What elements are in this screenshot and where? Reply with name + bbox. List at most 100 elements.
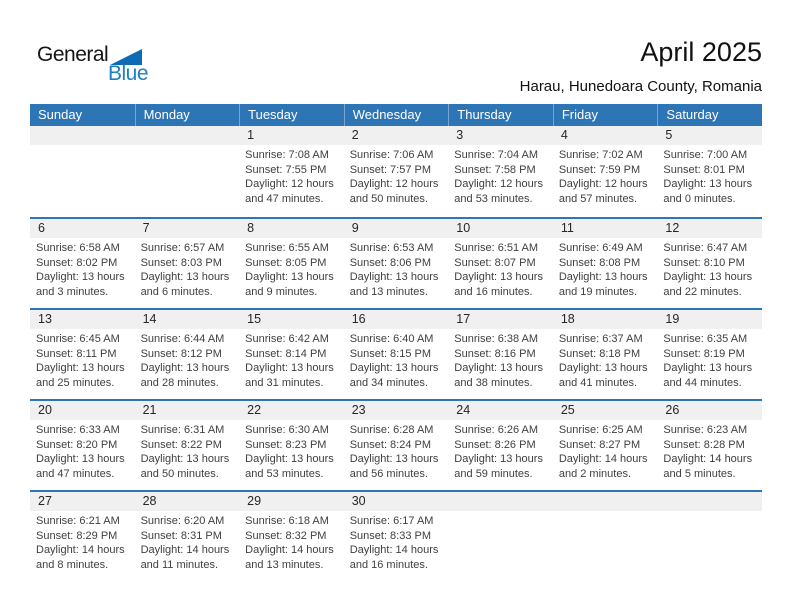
- sunrise-text: Sunrise: 6:37 AM: [558, 333, 643, 345]
- sunset-text: Sunset: 7:57 PM: [349, 163, 432, 176]
- sunset-text: Sunset: 8:26 PM: [454, 438, 536, 451]
- week-row: 13 Sunrise: 6:45 AM Sunset: 8:11 PM Dayligh…: [30, 308, 762, 399]
- sunset-text: Sunset: 8:29 PM: [36, 529, 118, 542]
- day-cell: 6 Sunrise: 6:58 AM Sunset: 8:02 PM Daylight…: [30, 219, 135, 308]
- day-cell: 11 Sunrise: 6:49 AM Sunset: 8:08 PM Dayligh…: [552, 219, 658, 308]
- sunrise-text: Sunrise: 6:20 AM: [140, 515, 225, 527]
- sunrise-text: Sunrise: 6:49 AM: [558, 242, 643, 254]
- day-details: [657, 511, 762, 514]
- daylight-text: Daylight: 13 hours: [558, 362, 648, 375]
- day-details: Sunrise: 6:44 AM Sunset: 8:12 PM Daylight:…: [135, 329, 240, 391]
- day-cell: 24 Sunrise: 6:26 AM Sunset: 8:26 PM Dayligh…: [448, 401, 553, 490]
- day-cell: [30, 126, 135, 217]
- sunset-text: Sunset: 8:23 PM: [245, 438, 327, 451]
- day-details: Sunrise: 6:21 AM Sunset: 8:29 PM Daylight:…: [30, 511, 135, 573]
- daylight-text-2: and 41 minutes.: [558, 377, 638, 390]
- daylight-text-2: and 53 minutes.: [245, 468, 324, 481]
- sunrise-text: Sunrise: 7:04 AM: [454, 149, 539, 161]
- daylight-text: Daylight: 13 hours: [245, 362, 334, 375]
- day-cell: 10 Sunrise: 6:51 AM Sunset: 8:07 PM Dayligh…: [448, 219, 553, 308]
- sunset-text: Sunset: 7:59 PM: [558, 163, 641, 176]
- sunset-text: Sunset: 7:58 PM: [454, 163, 536, 176]
- day-cell: 22 Sunrise: 6:30 AM Sunset: 8:23 PM Dayligh…: [239, 401, 344, 490]
- sunset-text: Sunset: 8:27 PM: [558, 438, 641, 451]
- day-details: Sunrise: 6:20 AM Sunset: 8:31 PM Daylight:…: [135, 511, 240, 573]
- sunset-text: Sunset: 8:05 PM: [245, 256, 327, 269]
- day-of-week-header: Sunday: [38, 107, 83, 122]
- sunrise-text: Sunrise: 6:58 AM: [36, 242, 120, 254]
- day-cell: 27 Sunrise: 6:21 AM Sunset: 8:29 PM Dayligh…: [30, 492, 135, 581]
- day-cell: 16 Sunrise: 6:40 AM Sunset: 8:15 PM Dayligh…: [343, 310, 449, 399]
- daylight-text: Daylight: 13 hours: [558, 271, 648, 284]
- day-number: 22: [239, 401, 344, 420]
- daylight-text: Daylight: 13 hours: [663, 362, 753, 375]
- day-cell: 12 Sunrise: 6:47 AM Sunset: 8:10 PM Dayligh…: [657, 219, 762, 308]
- day-of-week-row: Sunday Monday Tuesday Wednesday Thursday Frid…: [30, 104, 762, 126]
- daylight-text-2: and 19 minutes.: [558, 286, 638, 299]
- calendar-weeks: 1 Sunrise: 7:08 AM Sunset: 7:55 PM Daylight…: [30, 126, 762, 581]
- day-number: 14: [134, 310, 240, 329]
- day-details: Sunrise: 6:53 AM Sunset: 8:06 PM Daylight:…: [344, 238, 449, 300]
- day-number: 24: [448, 401, 553, 420]
- daylight-text: Daylight: 13 hours: [663, 271, 753, 284]
- sunrise-text: Sunrise: 6:30 AM: [245, 424, 329, 436]
- day-cell: [657, 492, 762, 581]
- day-details: Sunrise: 7:06 AM Sunset: 7:57 PM Daylight:…: [344, 145, 449, 207]
- day-number: 8: [239, 219, 344, 238]
- day-number: 10: [448, 219, 553, 238]
- sunset-text: Sunset: 8:19 PM: [663, 347, 745, 360]
- day-details: Sunrise: 6:28 AM Sunset: 8:24 PM Daylight:…: [344, 420, 449, 482]
- general-blue-logo: General Blue: [37, 44, 149, 84]
- page-subtitle: Harau, Hunedoara County, Romania: [519, 77, 762, 95]
- sunset-text: Sunset: 8:07 PM: [454, 256, 536, 269]
- week-row: 27 Sunrise: 6:21 AM Sunset: 8:29 PM Dayligh…: [30, 490, 762, 581]
- daylight-text-2: and 34 minutes.: [349, 377, 428, 390]
- daylight-text: Daylight: 13 hours: [36, 271, 125, 284]
- sunrise-text: Sunrise: 7:06 AM: [349, 149, 434, 161]
- day-number: 3: [448, 126, 553, 145]
- day-cell: 18 Sunrise: 6:37 AM Sunset: 8:18 PM Dayligh…: [552, 310, 658, 399]
- daylight-text: Daylight: 13 hours: [454, 271, 543, 284]
- sunset-text: Sunset: 8:12 PM: [140, 347, 222, 360]
- sunset-text: Sunset: 8:02 PM: [36, 256, 118, 269]
- day-number: 17: [448, 310, 553, 329]
- sunrise-text: Sunrise: 6:33 AM: [36, 424, 120, 436]
- sunrise-text: Sunrise: 7:00 AM: [663, 149, 748, 161]
- day-number: 25: [552, 401, 658, 420]
- daylight-text-2: and 16 minutes.: [349, 559, 428, 572]
- daylight-text: Daylight: 14 hours: [36, 544, 125, 557]
- daylight-text-2: and 31 minutes.: [245, 377, 324, 390]
- day-cell: 3 Sunrise: 7:04 AM Sunset: 7:58 PM Daylight…: [448, 126, 553, 217]
- day-cell: 28 Sunrise: 6:20 AM Sunset: 8:31 PM Dayligh…: [134, 492, 240, 581]
- day-of-week-header: Monday: [134, 104, 240, 126]
- day-cell: 21 Sunrise: 6:31 AM Sunset: 8:22 PM Dayligh…: [134, 401, 240, 490]
- daylight-text: Daylight: 14 hours: [558, 453, 648, 466]
- day-details: [553, 511, 658, 514]
- day-details: Sunrise: 6:49 AM Sunset: 8:08 PM Daylight:…: [553, 238, 658, 300]
- daylight-text: Daylight: 13 hours: [140, 271, 230, 284]
- day-details: [448, 511, 553, 514]
- daylight-text-2: and 47 minutes.: [36, 468, 115, 481]
- daylight-text-2: and 56 minutes.: [349, 468, 428, 481]
- day-number: 21: [134, 401, 240, 420]
- sunrise-text: Sunrise: 6:18 AM: [245, 515, 329, 527]
- daylight-text: Daylight: 13 hours: [36, 362, 125, 375]
- day-cell: 15 Sunrise: 6:42 AM Sunset: 8:14 PM Dayligh…: [239, 310, 344, 399]
- daylight-text: Daylight: 13 hours: [140, 362, 230, 375]
- daylight-text: Daylight: 13 hours: [663, 178, 753, 191]
- daylight-text-2: and 0 minutes.: [663, 193, 736, 206]
- day-details: Sunrise: 6:33 AM Sunset: 8:20 PM Daylight:…: [30, 420, 135, 482]
- daylight-text-2: and 53 minutes.: [454, 193, 533, 206]
- day-of-week-header: Friday: [552, 104, 658, 126]
- sunrise-text: Sunrise: 6:17 AM: [349, 515, 434, 527]
- day-details: Sunrise: 6:31 AM Sunset: 8:22 PM Daylight:…: [135, 420, 240, 482]
- daylight-text: Daylight: 13 hours: [349, 362, 439, 375]
- day-number: 6: [30, 219, 135, 238]
- daylight-text: Daylight: 12 hours: [558, 178, 648, 191]
- day-number: 30: [343, 492, 449, 511]
- sunrise-text: Sunrise: 7:02 AM: [558, 149, 643, 161]
- sunrise-text: Sunrise: 6:25 AM: [558, 424, 643, 436]
- day-of-week-header: Tuesday: [239, 104, 344, 126]
- daylight-text-2: and 5 minutes.: [663, 468, 736, 481]
- day-cell: 9 Sunrise: 6:53 AM Sunset: 8:06 PM Daylight…: [343, 219, 449, 308]
